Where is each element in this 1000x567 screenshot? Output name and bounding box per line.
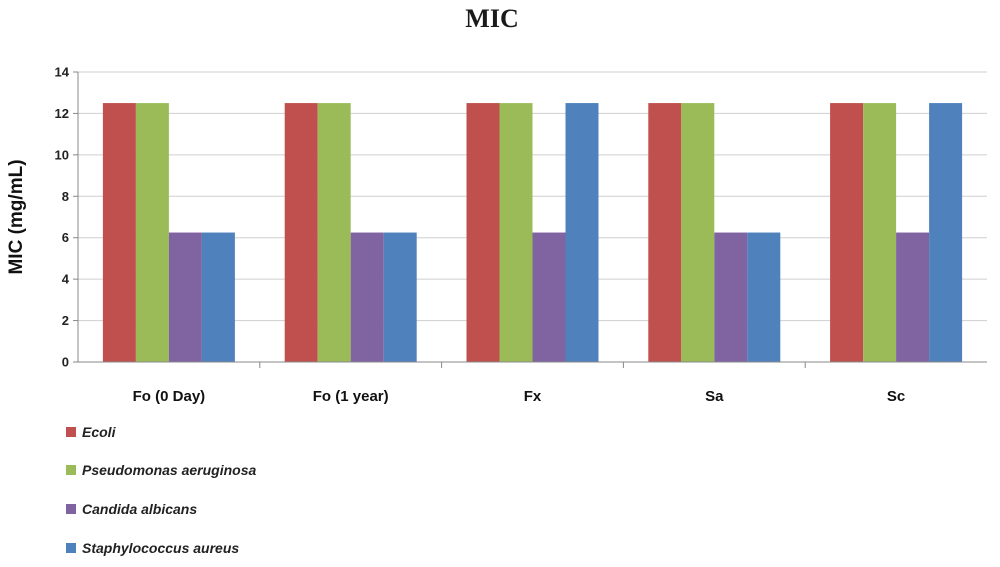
y-tick-label: 10 (55, 147, 69, 162)
legend-swatch (66, 504, 76, 514)
bar-pseudomonas-aeruginosa-1 (317, 103, 351, 363)
bar-pseudomonas-aeruginosa-3 (681, 103, 715, 363)
bar-ecoli-3 (648, 103, 682, 363)
legend-label: Pseudomonas aeruginosa (82, 462, 256, 478)
y-tick-label: 12 (55, 106, 69, 121)
y-tick-label: 0 (62, 355, 69, 370)
bar-pseudomonas-aeruginosa-0 (135, 103, 169, 363)
x-tick-labels: Fo (0 Day) Fo (1 year) Fx Sa Sc (133, 388, 906, 405)
chart-title: MIC (465, 4, 518, 33)
bar-ecoli-2 (466, 103, 500, 363)
y-axis-label: MIC (mg/mL) (6, 159, 27, 274)
legend-label: Ecoli (82, 424, 117, 440)
y-tick-label: 14 (55, 65, 70, 80)
legend-swatch (66, 427, 76, 437)
bar-staphylococcus-aureus-2 (565, 103, 599, 363)
bar-ecoli-1 (284, 103, 318, 363)
bar-pseudomonas-aeruginosa-2 (499, 103, 533, 363)
legend-swatch (66, 465, 76, 475)
x-tick-label: Fx (524, 388, 542, 405)
bar-candida-albicans-2 (532, 232, 566, 362)
legend-swatch (66, 543, 76, 553)
bar-pseudomonas-aeruginosa-4 (863, 103, 897, 363)
bar-staphylococcus-aureus-3 (747, 232, 781, 362)
bar-candida-albicans-3 (714, 232, 748, 362)
bar-candida-albicans-4 (896, 232, 930, 362)
bar-candida-albicans-0 (168, 232, 202, 362)
bar-staphylococcus-aureus-0 (201, 232, 235, 362)
x-tick-label: Fo (1 year) (313, 388, 389, 405)
legend: Ecoli Pseudomonas aeruginosa Candida albic… (66, 424, 256, 556)
bar-candida-albicans-1 (350, 232, 384, 362)
bars (102, 103, 963, 363)
bar-ecoli-4 (830, 103, 864, 363)
y-tick-label: 4 (62, 272, 70, 287)
y-tick-labels: 0 2 4 6 8 10 12 14 (55, 65, 70, 370)
x-tick-label: Sa (705, 388, 724, 405)
bar-ecoli-0 (102, 103, 136, 363)
axes (73, 71, 987, 368)
y-tick-label: 6 (62, 230, 69, 245)
y-tick-label: 8 (62, 189, 69, 204)
x-tick-label: Fo (0 Day) (133, 388, 206, 405)
legend-label: Staphylococcus aureus (82, 540, 239, 556)
y-tick-label: 2 (62, 313, 69, 328)
bar-staphylococcus-aureus-4 (929, 103, 963, 363)
bar-staphylococcus-aureus-1 (383, 232, 417, 362)
x-tick-label: Sc (887, 388, 905, 405)
legend-label: Candida albicans (82, 501, 197, 517)
